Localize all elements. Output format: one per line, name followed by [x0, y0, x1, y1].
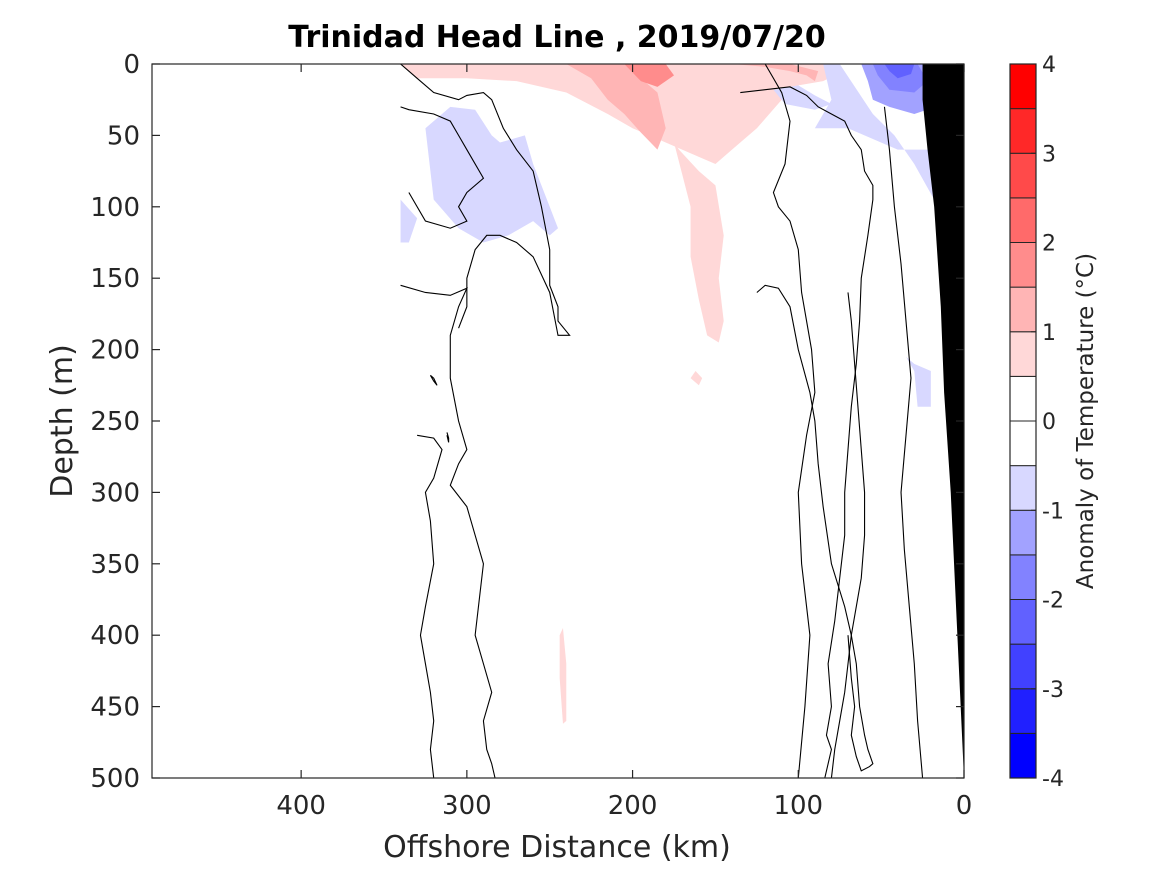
chart-title: Trinidad Head Line , 2019/07/20	[288, 20, 825, 55]
seafloor-bathymetry	[922, 64, 964, 778]
colorbar-level	[1009, 420, 1037, 467]
anomaly-region	[425, 106, 558, 243]
colorbar-level	[1009, 465, 1037, 511]
zero-contour-line	[764, 64, 816, 778]
colorbar-level	[1009, 63, 1037, 110]
zero-contour-line	[400, 284, 496, 778]
anomaly-region	[674, 142, 724, 343]
x-tick-label: 300	[442, 791, 492, 821]
zero-contour-line	[446, 432, 450, 443]
anomaly-region	[690, 371, 703, 386]
colorbar-level	[1009, 197, 1037, 243]
colorbar-level	[1009, 599, 1037, 645]
y-tick-label: 300	[90, 478, 140, 508]
y-tick-label: 150	[90, 264, 140, 294]
anomaly-region	[814, 64, 940, 200]
anomaly-region	[872, 64, 928, 93]
anomaly-region	[559, 628, 567, 724]
anomaly-region	[773, 85, 832, 110]
anomaly-region	[906, 356, 931, 407]
colorbar-tick-label: 2	[1042, 232, 1056, 257]
y-tick-label: 250	[90, 407, 140, 437]
colorbar-level	[1009, 688, 1037, 734]
x-tick-label: 100	[773, 791, 823, 821]
anomaly-region	[400, 199, 418, 243]
y-tick-label: 200	[90, 336, 140, 366]
x-tick-label: 400	[276, 791, 326, 821]
colorbar-tick-label: -2	[1042, 589, 1064, 614]
colorbar-tick-label: 1	[1042, 321, 1056, 346]
zero-contour-line	[400, 64, 571, 336]
plot-area	[151, 63, 965, 779]
y-tick-label: 400	[90, 621, 140, 651]
colorbar-tick-label: 0	[1042, 410, 1056, 435]
colorbar-label: Anomaly of Temperature (°C)	[1073, 253, 1099, 589]
x-tick-label: 200	[608, 791, 658, 821]
colorbar-level	[1009, 732, 1037, 779]
colorbar-tick-label: -4	[1042, 767, 1064, 792]
colorbar-tick-label: -1	[1042, 499, 1064, 524]
y-tick-label: 500	[90, 764, 140, 794]
anomaly-region	[624, 64, 674, 87]
zero-contour-line	[740, 86, 874, 778]
colorbar-level	[1009, 375, 1037, 422]
anomaly-region	[732, 64, 819, 82]
zero-contour-line	[883, 106, 924, 778]
y-tick-label: 450	[90, 693, 140, 723]
y-axis: 0 50 100 150 200 250 300 350 400 450 500	[90, 50, 964, 794]
zero-contour-line	[830, 292, 866, 778]
y-tick-label: 350	[90, 550, 140, 580]
colorbar-level	[1009, 152, 1037, 199]
colorbar-level	[1009, 108, 1037, 154]
anomaly-region	[566, 64, 666, 150]
zero-contour-line	[756, 284, 874, 772]
x-tick-label: 0	[956, 791, 973, 821]
anomaly-region	[400, 64, 835, 164]
colorbar-level	[1009, 509, 1037, 556]
x-axis: 400 300 200 100 0	[276, 64, 972, 821]
zero-contour-line	[429, 374, 438, 386]
colorbar-tick-label: -3	[1042, 678, 1064, 703]
colorbar-level	[1009, 554, 1037, 600]
zero-contour-line	[400, 106, 485, 229]
colorbar-level	[1009, 286, 1037, 333]
colorbar-tick-label: 3	[1042, 142, 1056, 167]
y-axis-label: Depth (m)	[45, 344, 80, 498]
colorbar-level	[1009, 242, 1037, 288]
x-axis-label: Offshore Distance (km)	[383, 830, 731, 865]
y-tick-label: 100	[90, 193, 140, 223]
colorbar: -4 -3 -2 -1 0 1 2 3 4	[1009, 53, 1064, 792]
colorbar-tick-label: 4	[1042, 53, 1056, 78]
y-tick-label: 50	[107, 121, 140, 151]
colorbar-level	[1009, 331, 1037, 377]
y-tick-label: 0	[123, 50, 140, 80]
anomaly-region	[884, 64, 915, 79]
zero-contour-line	[417, 434, 443, 778]
plot-background	[152, 64, 964, 778]
colorbar-level	[1009, 643, 1037, 690]
